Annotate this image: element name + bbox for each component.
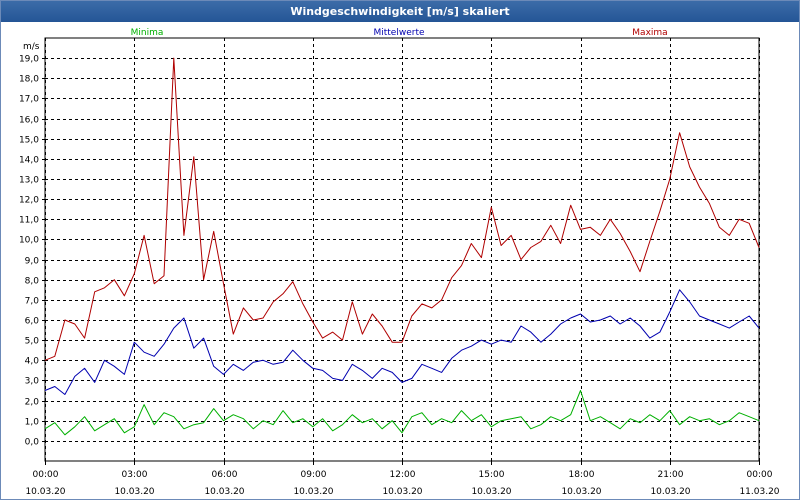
x-tick-date-label: 10.03.20 <box>293 487 333 497</box>
y-tick-label: 16,0 <box>19 116 39 126</box>
window-title: Windgeschwindigkeit [m/s] skaliert <box>1 1 799 22</box>
x-tick-time-label: 00:00 <box>33 470 59 480</box>
y-tick-label: 12,0 <box>19 196 39 206</box>
y-tick-label: 18,0 <box>19 75 39 85</box>
y-tick-label: 14,0 <box>19 156 39 166</box>
x-tick-date-label: 10.03.20 <box>471 487 511 497</box>
y-tick-label: 0,0 <box>25 438 40 448</box>
legend-entry-minima: Minima <box>131 28 164 38</box>
x-tick-time-label: 03:00 <box>122 470 148 480</box>
y-tick-label: 19,0 <box>19 55 39 65</box>
legend: Minima Mittelwerte Maxima <box>131 28 668 38</box>
x-tick-time-label: 06:00 <box>212 470 238 480</box>
x-tick-time-label: 09:00 <box>301 470 327 480</box>
x-tick-date-label: 10.03.20 <box>382 487 422 497</box>
y-tick-label: 6,0 <box>25 317 40 327</box>
x-tick-time-label: 00:00 <box>747 470 773 480</box>
series-line-minima <box>44 390 760 436</box>
series-layer <box>44 57 760 436</box>
legend-entry-maxima: Maxima <box>632 28 667 38</box>
x-tick-date-label: 10.03.20 <box>25 487 65 497</box>
legend-entry-mittelwerte: Mittelwerte <box>373 28 424 38</box>
x-tick-date-label: 11.03.20 <box>739 487 779 497</box>
y-tick-label: 4,0 <box>25 357 40 367</box>
y-tick-label: 8,0 <box>25 277 40 287</box>
x-tick-date-label: 10.03.20 <box>114 487 154 497</box>
y-tick-label: 11,0 <box>19 216 39 226</box>
y-tick-label: 5,0 <box>25 337 40 347</box>
y-tick-label: 1,0 <box>25 418 40 428</box>
series-line-mittelwerte <box>44 289 760 395</box>
x-tick-date-label: 10.03.20 <box>561 487 601 497</box>
y-tick-label: 7,0 <box>25 297 40 307</box>
series-line-maxima <box>44 57 760 361</box>
x-tick-time-label: 12:00 <box>390 470 416 480</box>
y-axis-label: m/s <box>23 42 40 52</box>
x-tick-time-label: 15:00 <box>479 470 505 480</box>
y-tick-label: 13,0 <box>19 176 39 186</box>
y-tick-label: 2,0 <box>25 398 40 408</box>
x-tick-time-label: 18:00 <box>569 470 595 480</box>
y-tick-label: 9,0 <box>25 257 40 267</box>
axes: 0,0 1,0 2,0 3,0 4,0 5,0 6,0 7,0 8,0 9,0 10,0 11,0 12… <box>19 42 780 497</box>
x-tick-date-label: 10.03.20 <box>204 487 244 497</box>
x-tick-time-label: 21:00 <box>658 470 684 480</box>
y-tick-label: 15,0 <box>19 136 39 146</box>
y-tick-label: 3,0 <box>25 377 40 387</box>
y-tick-label: 10,0 <box>19 236 39 246</box>
y-tick-label: 17,0 <box>19 95 39 105</box>
grid <box>44 37 760 462</box>
x-tick-date-label: 10.03.20 <box>650 487 690 497</box>
